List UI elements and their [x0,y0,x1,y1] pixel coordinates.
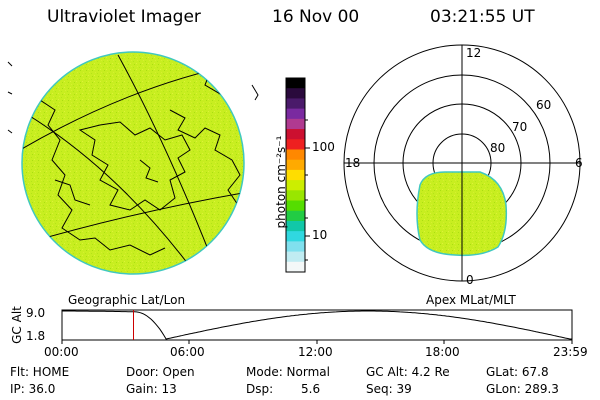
colorbar-segment [286,98,305,110]
geographic-image [7,51,259,275]
coastline [78,121,191,211]
colorbar-tick-label-10: 10 [312,228,328,242]
altitude-curve [62,310,572,340]
colorbar-segment [286,118,305,130]
altitude-ytick-top: 9.0 [26,306,46,320]
colorbar-segment [286,88,305,99]
colorbar-segment [286,231,305,242]
status-glon: GLon: 289.3 [486,382,559,396]
polar-caption: Apex MLat/MLT [426,293,516,307]
geographic-caption: Geographic Lat/Lon [68,293,186,307]
status-gc-alt: GC Alt: 4.2 Re [366,365,450,379]
status-flt: Flt: HOME [10,365,70,379]
polar-plot [343,44,581,282]
colorbar-segment [286,261,305,273]
colorbar-units: photon cm⁻²s⁻¹ [274,135,288,229]
colorbar-segment [286,251,305,263]
colorbar-segment [286,78,305,89]
status-glat: GLat: 67.8 [486,365,549,379]
status-door: Door: Open [126,365,195,379]
colorbar [285,77,310,273]
date-label: 16 Nov 00 [272,7,360,27]
colorbar-segment [286,139,305,150]
mlt-label-0: 0 [466,273,474,287]
colorbar-segment [286,190,305,202]
coastline [54,179,91,206]
colorbar-segment [286,169,305,181]
altitude-plot [61,309,573,344]
colorbar-segment [286,220,305,232]
altitude-xtick-1800: 18:00 [425,345,460,359]
latitude-line [22,189,244,246]
colorbar-segment [286,129,305,140]
colorbar-segment [286,149,305,161]
colorbar-segment [286,241,305,253]
instrument-title: Ultraviolet Imager [47,7,201,27]
mlat-label-80: 80 [490,141,506,155]
altitude-xtick-2359: 23:59 [553,345,588,359]
status-gain: Gain: 13 [126,382,177,396]
altitude-ylabel: GC Alt [10,306,24,344]
coastline [169,109,241,206]
colorbar-tick-label-100: 100 [312,140,335,154]
altitude-xtick-0000: 00:00 [44,345,79,359]
status-dsp-label: Dsp: [246,382,274,396]
colorbar-segment [286,210,305,222]
time-label: 03:21:55 UT [430,7,535,27]
mlt-label-6: 6 [575,156,583,170]
coastline [29,69,166,256]
mlt-label-18: 18 [345,156,361,170]
status-dsp-value: 5.6 [301,382,321,396]
status-ip: IP: 36.0 [10,382,56,396]
altitude-xtick-0600: 06:00 [170,345,205,359]
longitude-line [22,109,201,274]
colorbar-segment [286,159,305,171]
colorbar-segment [286,180,305,191]
status-seq: Seq: 39 [366,382,412,396]
mlat-label-70: 70 [512,120,528,134]
colorbar-segment [286,108,305,120]
altitude-xtick-1200: 12:00 [298,345,333,359]
mlt-label-12: 12 [466,46,482,60]
colorbar-segment [286,200,305,212]
altitude-ytick-bottom: 1.8 [26,329,46,343]
coastline [139,159,159,183]
status-mode: Mode: Normal [246,365,330,379]
mlat-label-60: 60 [536,98,552,112]
